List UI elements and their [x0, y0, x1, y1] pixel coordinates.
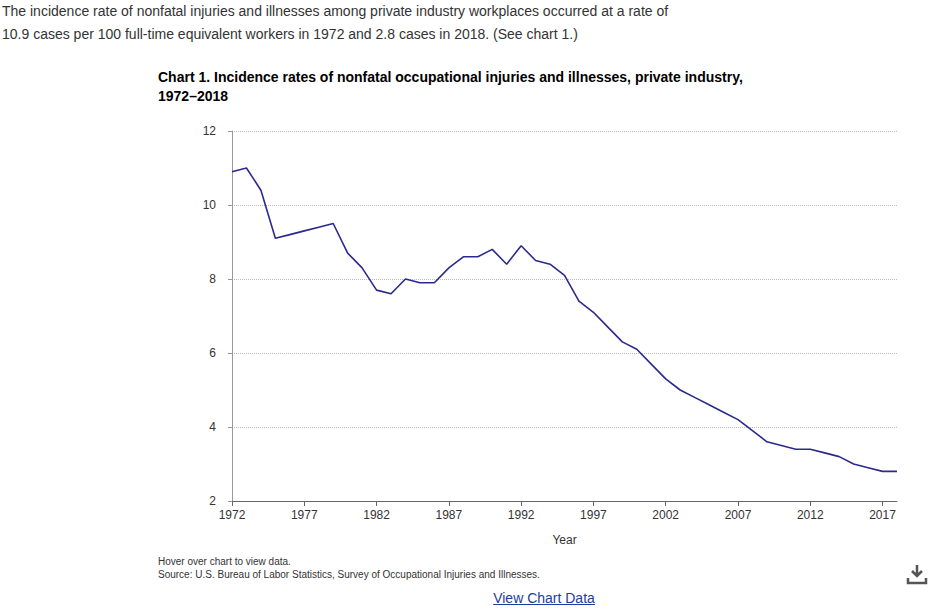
- html-text:1972–2018: 1972–2018: [158, 88, 229, 104]
- svg-text:1987: 1987: [435, 508, 462, 522]
- svg-text:1972: 1972: [219, 508, 246, 522]
- html-text:View Chart Data: View Chart Data: [493, 590, 595, 606]
- html-text:Source: U.S. Bureau of Labor S: Source: U.S. Bureau of Labor Statistics,…: [158, 569, 540, 580]
- svg-text:6: 6: [209, 346, 216, 360]
- svg-text:8: 8: [209, 272, 216, 286]
- svg-text:2012: 2012: [797, 508, 824, 522]
- html-text:Hover over chart to view data.: Hover over chart to view data.: [158, 556, 291, 567]
- svg-text:1997: 1997: [580, 508, 607, 522]
- svg-text:1977: 1977: [291, 508, 318, 522]
- svg-text:2017: 2017: [869, 508, 896, 522]
- svg-text:10: 10: [203, 198, 217, 212]
- html-text:The incidence rate of nonfatal: The incidence rate of nonfatal injuries …: [2, 3, 669, 19]
- svg-text:1982: 1982: [363, 508, 390, 522]
- svg-text:4: 4: [209, 420, 216, 434]
- svg-text:Year: Year: [552, 533, 576, 547]
- svg-text:2002: 2002: [652, 508, 679, 522]
- html-text:Chart 1. Incidence rates of no: Chart 1. Incidence rates of nonfatal occ…: [158, 69, 743, 85]
- svg-text:1992: 1992: [508, 508, 535, 522]
- html-text:10.9 cases per 100 full-time e: 10.9 cases per 100 full-time equivalent …: [2, 26, 578, 42]
- svg-text:2: 2: [209, 494, 216, 508]
- svg-text:12: 12: [203, 124, 217, 138]
- svg-text:2007: 2007: [725, 508, 752, 522]
